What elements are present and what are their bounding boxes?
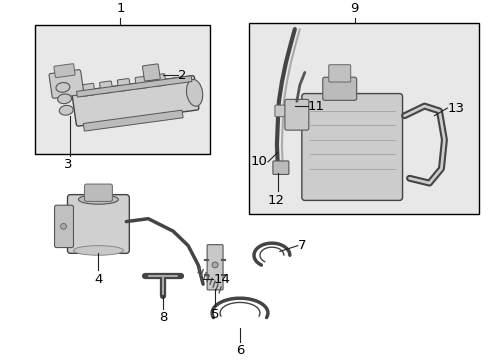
- FancyBboxPatch shape: [274, 105, 288, 117]
- Text: 14: 14: [213, 273, 229, 286]
- Text: 3: 3: [64, 158, 73, 171]
- FancyBboxPatch shape: [272, 161, 288, 174]
- Ellipse shape: [56, 82, 70, 92]
- FancyBboxPatch shape: [54, 64, 75, 78]
- Text: 9: 9: [350, 2, 358, 15]
- FancyBboxPatch shape: [153, 74, 166, 86]
- FancyBboxPatch shape: [322, 77, 356, 100]
- FancyBboxPatch shape: [49, 70, 83, 98]
- FancyBboxPatch shape: [67, 195, 129, 253]
- FancyBboxPatch shape: [55, 205, 73, 248]
- Text: 12: 12: [267, 194, 284, 207]
- Ellipse shape: [78, 195, 118, 204]
- FancyBboxPatch shape: [301, 94, 402, 201]
- FancyBboxPatch shape: [81, 84, 95, 96]
- Ellipse shape: [212, 262, 218, 268]
- FancyBboxPatch shape: [100, 81, 113, 94]
- Bar: [77, 76, 192, 97]
- Text: 2: 2: [178, 69, 186, 82]
- Text: 4: 4: [94, 273, 102, 285]
- Text: 1: 1: [116, 2, 124, 15]
- Ellipse shape: [61, 224, 66, 229]
- Text: 11: 11: [307, 100, 324, 113]
- Text: 7: 7: [297, 239, 305, 252]
- Text: 10: 10: [250, 156, 267, 168]
- Bar: [83, 110, 183, 131]
- Ellipse shape: [59, 105, 73, 115]
- FancyBboxPatch shape: [135, 76, 148, 89]
- FancyBboxPatch shape: [84, 184, 112, 201]
- Ellipse shape: [58, 94, 71, 104]
- FancyBboxPatch shape: [142, 64, 160, 81]
- Ellipse shape: [73, 246, 123, 255]
- Text: 6: 6: [235, 344, 244, 357]
- Text: 5: 5: [210, 308, 219, 321]
- Text: 13: 13: [447, 102, 464, 114]
- Bar: [248, 23, 478, 214]
- FancyBboxPatch shape: [285, 99, 308, 130]
- FancyBboxPatch shape: [72, 76, 199, 126]
- Ellipse shape: [186, 80, 203, 106]
- FancyBboxPatch shape: [328, 65, 350, 82]
- Bar: [35, 25, 210, 154]
- FancyBboxPatch shape: [207, 245, 223, 290]
- FancyBboxPatch shape: [117, 78, 130, 91]
- Text: 8: 8: [159, 311, 167, 324]
